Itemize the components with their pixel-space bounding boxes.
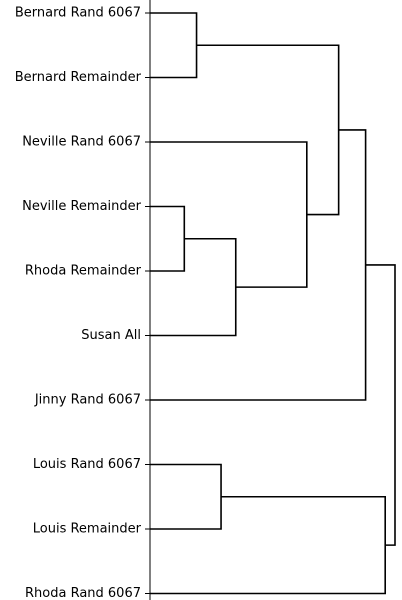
leaf-label: Bernard Remainder	[15, 70, 142, 85]
leaf-label: Rhoda Remainder	[25, 264, 142, 279]
dendrogram-branch	[150, 495, 386, 595]
leaf-label: Neville Remainder	[22, 199, 142, 214]
leaf-label: Rhoda Rand 6067	[25, 586, 141, 600]
dendrogram-branch	[150, 237, 237, 337]
dendrogram-branch	[150, 129, 367, 401]
dendrogram-branch	[196, 44, 340, 216]
leaf-ticks	[145, 12, 150, 594]
leaf-label: Louis Rand 6067	[33, 457, 141, 472]
leaf-label: Neville Rand 6067	[22, 135, 141, 150]
dendrogram-branch	[365, 264, 396, 546]
leaf-label: Louis Remainder	[33, 522, 142, 537]
leaf-label: Jinny Rand 6067	[34, 393, 141, 408]
leaf-labels: Bernard Rand 6067 Bernard Remainder Nevill…	[15, 6, 142, 600]
leaf-label: Susan All	[81, 328, 141, 343]
dendrogram-branch	[150, 205, 186, 272]
dendrogram-branch	[150, 141, 308, 288]
dendrogram-branch	[150, 463, 222, 530]
branches	[150, 12, 396, 595]
leaf-label: Bernard Rand 6067	[15, 6, 141, 21]
dendrogram-branch	[150, 12, 198, 79]
